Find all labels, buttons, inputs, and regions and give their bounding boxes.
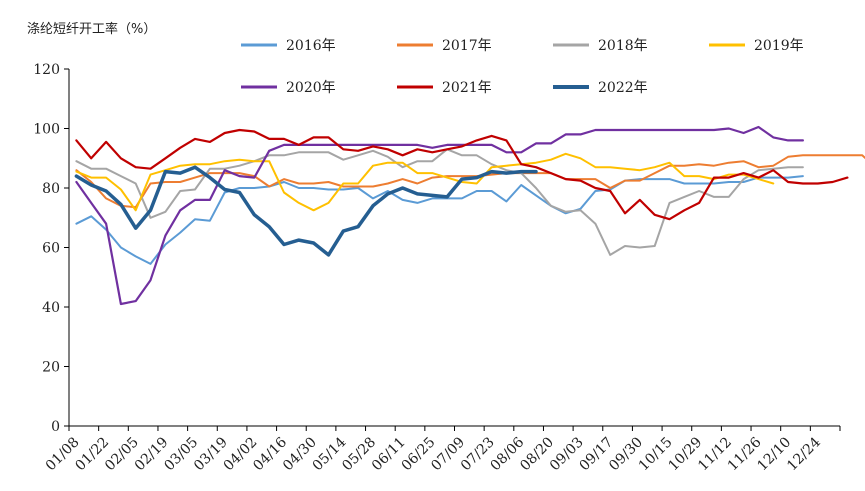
legend: 2016年 2017年 2018年 2019年 2020年 2021年 2022年 <box>241 38 804 96</box>
legend-label-4: 2020年 <box>286 80 336 96</box>
series-line-3 <box>75 152 775 212</box>
y-tick-label: 60 <box>42 241 60 257</box>
series-line-0 <box>75 175 804 265</box>
legend-label-2: 2018年 <box>598 38 648 54</box>
legend-label-5: 2021年 <box>442 80 492 96</box>
x-tick-label: 12/24 <box>784 434 824 474</box>
series-line-5 <box>75 128 849 221</box>
plot-area <box>74 125 865 306</box>
series-line-2 <box>75 148 804 256</box>
legend-label-1: 2017年 <box>442 38 492 54</box>
y-tick-label: 120 <box>33 62 60 78</box>
series-line-6 <box>74 165 538 257</box>
legend-label-3: 2019年 <box>754 38 804 54</box>
legend-label-6: 2022年 <box>598 80 648 96</box>
y-tick-label: 0 <box>51 419 60 435</box>
y-tick-label: 80 <box>42 181 60 197</box>
y-axis-title: 涤纶短纤开工率（%） <box>27 21 156 37</box>
y-tick-label: 40 <box>42 300 60 316</box>
legend-label-0: 2016年 <box>286 38 336 54</box>
series-line-4 <box>75 125 805 306</box>
y-tick-label: 20 <box>42 360 60 376</box>
y-tick-label: 100 <box>33 122 60 138</box>
